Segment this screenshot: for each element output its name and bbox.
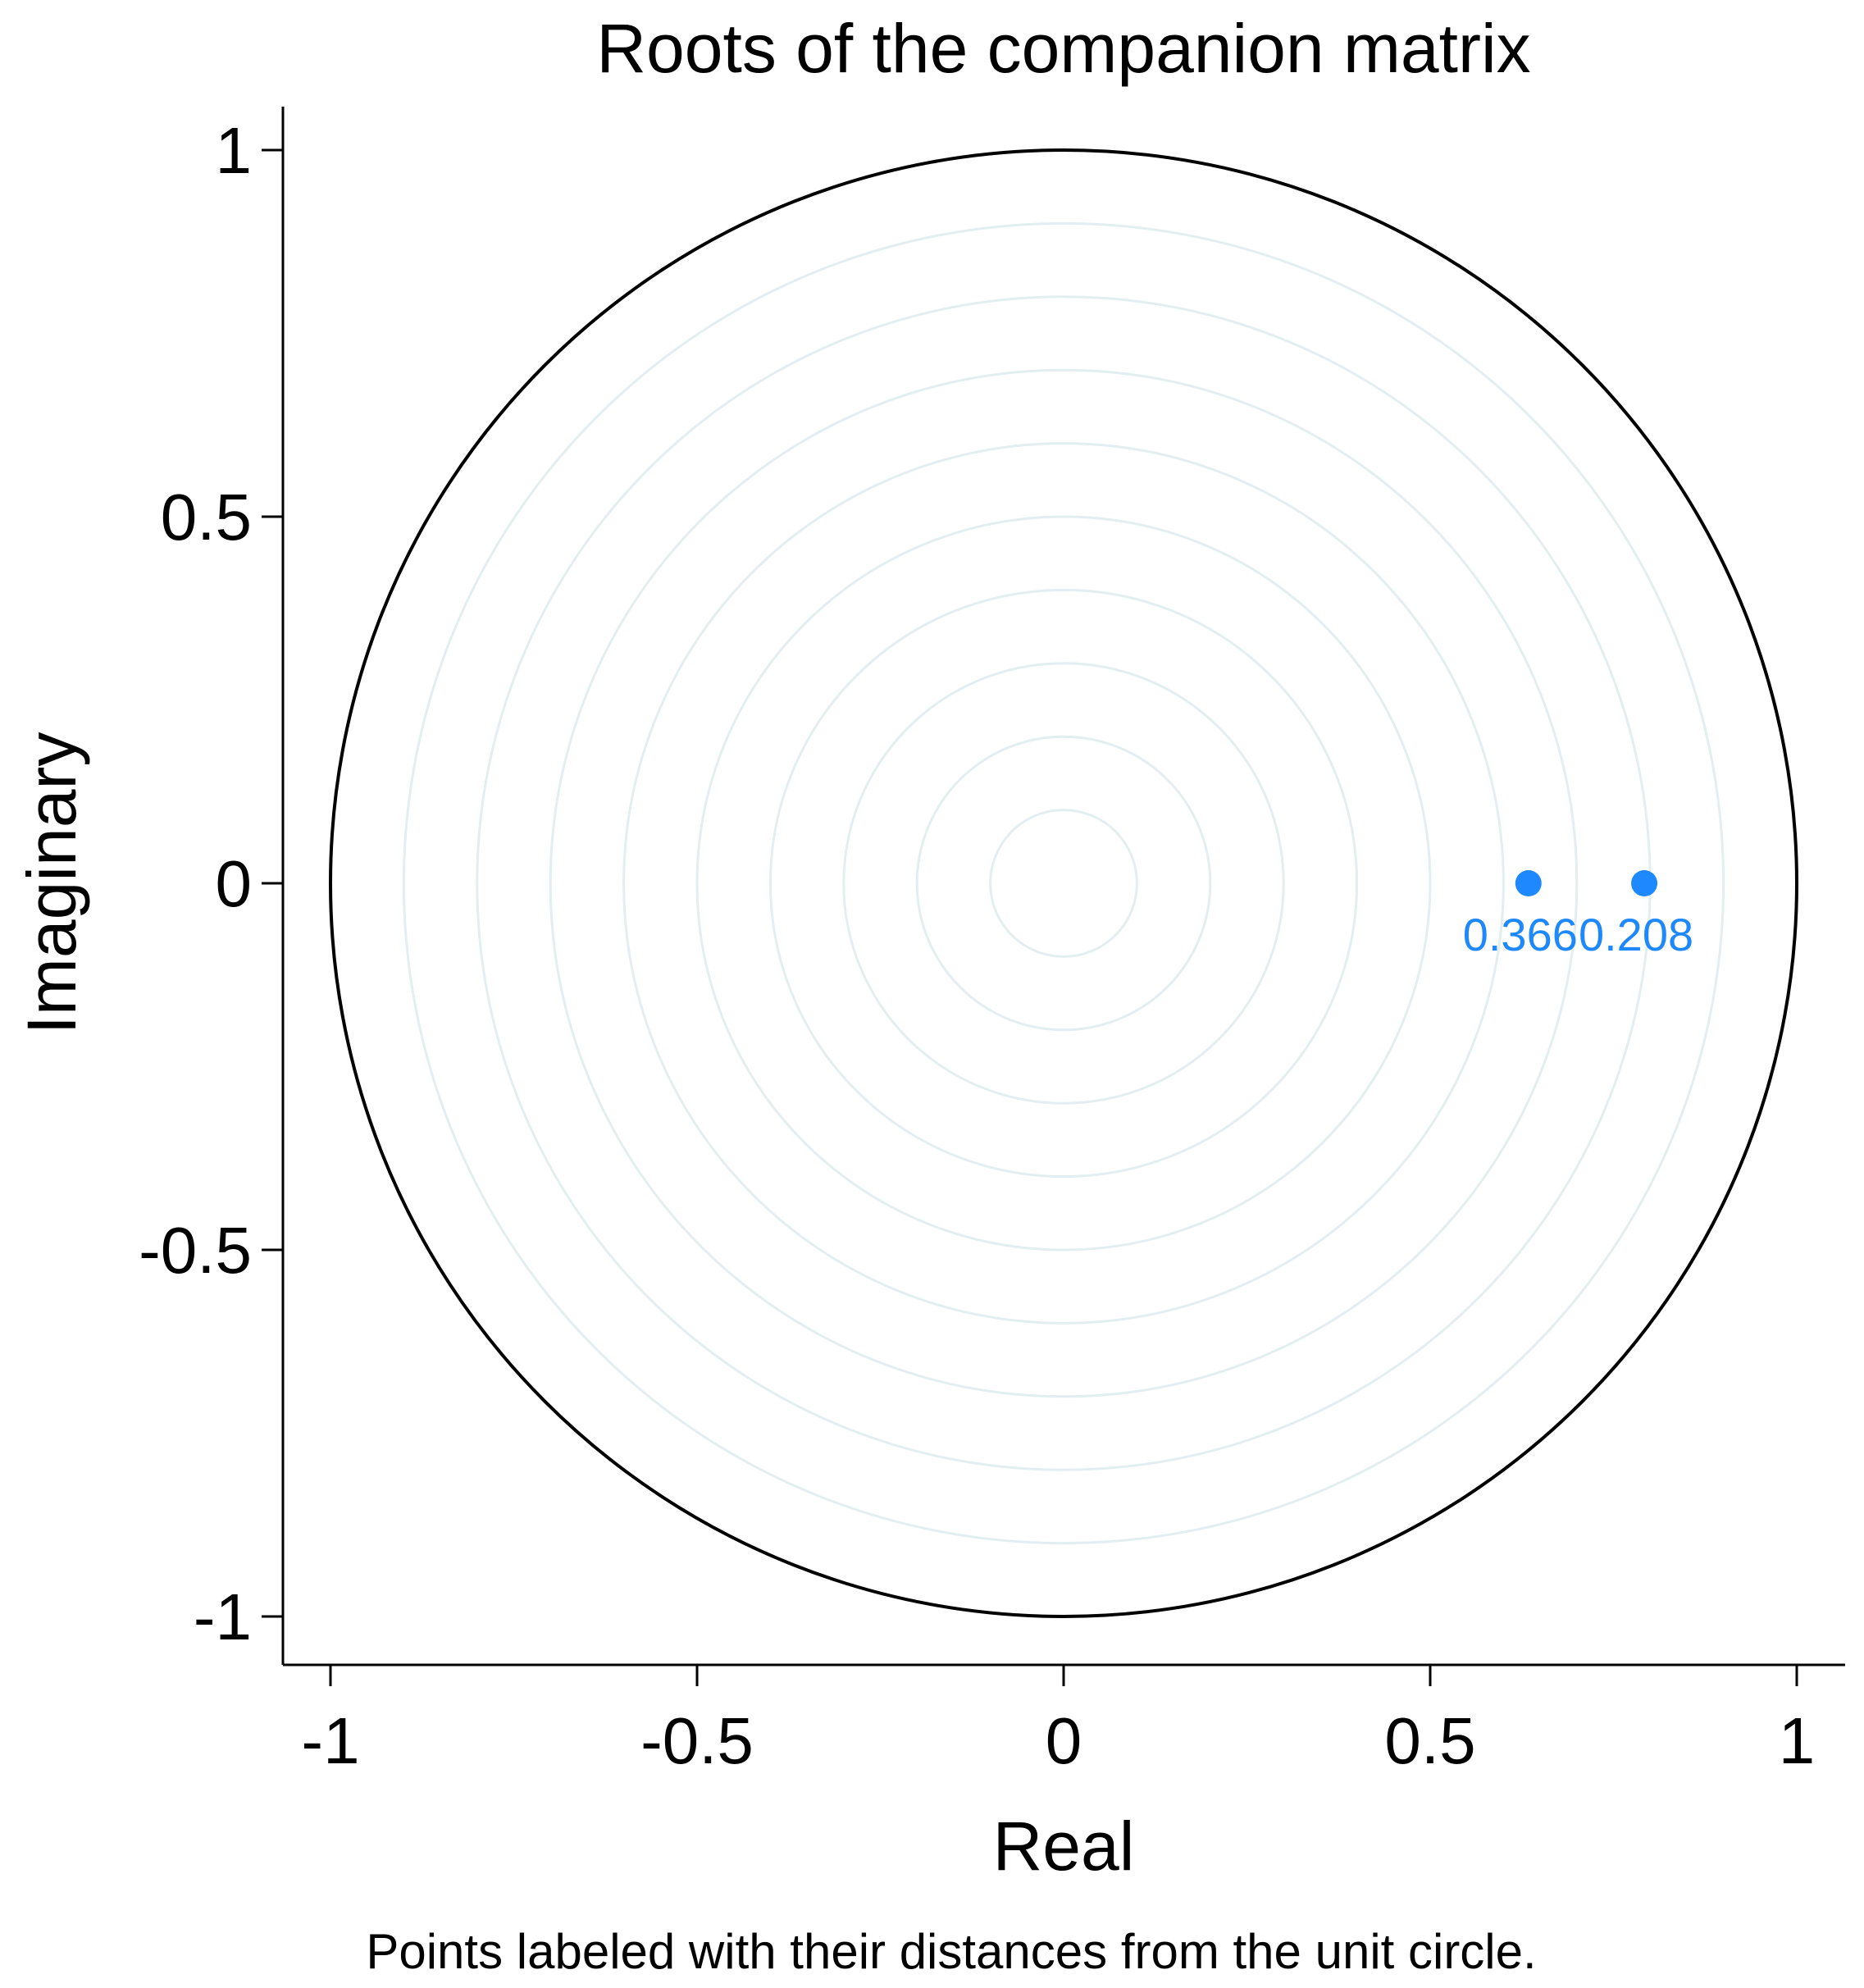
data-points: 0.366 0.208 [1463, 870, 1693, 960]
y-axis-label: Imaginary [13, 732, 90, 1035]
x-tick-label: 0 [1046, 1704, 1082, 1777]
root-point [1631, 870, 1658, 896]
y-tick-label: -0.5 [139, 1214, 252, 1287]
y-tick-label: -1 [194, 1580, 252, 1653]
grid-circle [842, 662, 1285, 1105]
chart-title: Roots of the companion matrix [596, 10, 1530, 87]
x-tick-label: -1 [301, 1704, 359, 1777]
grid-circle [476, 295, 1652, 1471]
grid-circle [989, 809, 1138, 958]
grid-circle [402, 221, 1725, 1545]
grid-circle [549, 368, 1579, 1398]
x-axis-ticks: -1 -0.5 0 0.5 1 [301, 1665, 1815, 1777]
root-point [1515, 870, 1542, 896]
grid-circle [695, 515, 1432, 1252]
grid-circle [622, 442, 1505, 1325]
y-tick-label: 0 [216, 847, 253, 920]
x-tick-label: 0.5 [1384, 1704, 1475, 1777]
grid-circle [915, 735, 1212, 1032]
root-point-label: 0.208 [1579, 909, 1693, 960]
unit-circle [329, 148, 1798, 1618]
y-tick-label: 1 [216, 114, 253, 187]
x-axis-label: Real [993, 1808, 1135, 1885]
x-tick-label: 1 [1779, 1704, 1816, 1777]
root-point-label: 0.366 [1463, 909, 1578, 960]
x-tick-label: -0.5 [640, 1704, 754, 1777]
y-tick-label: 0.5 [161, 481, 252, 554]
chart-note: Points labeled with their distances from… [366, 1924, 1536, 1979]
y-axis-ticks: -1 -0.5 0 0.5 1 [139, 114, 283, 1653]
grid-circle [768, 588, 1359, 1179]
